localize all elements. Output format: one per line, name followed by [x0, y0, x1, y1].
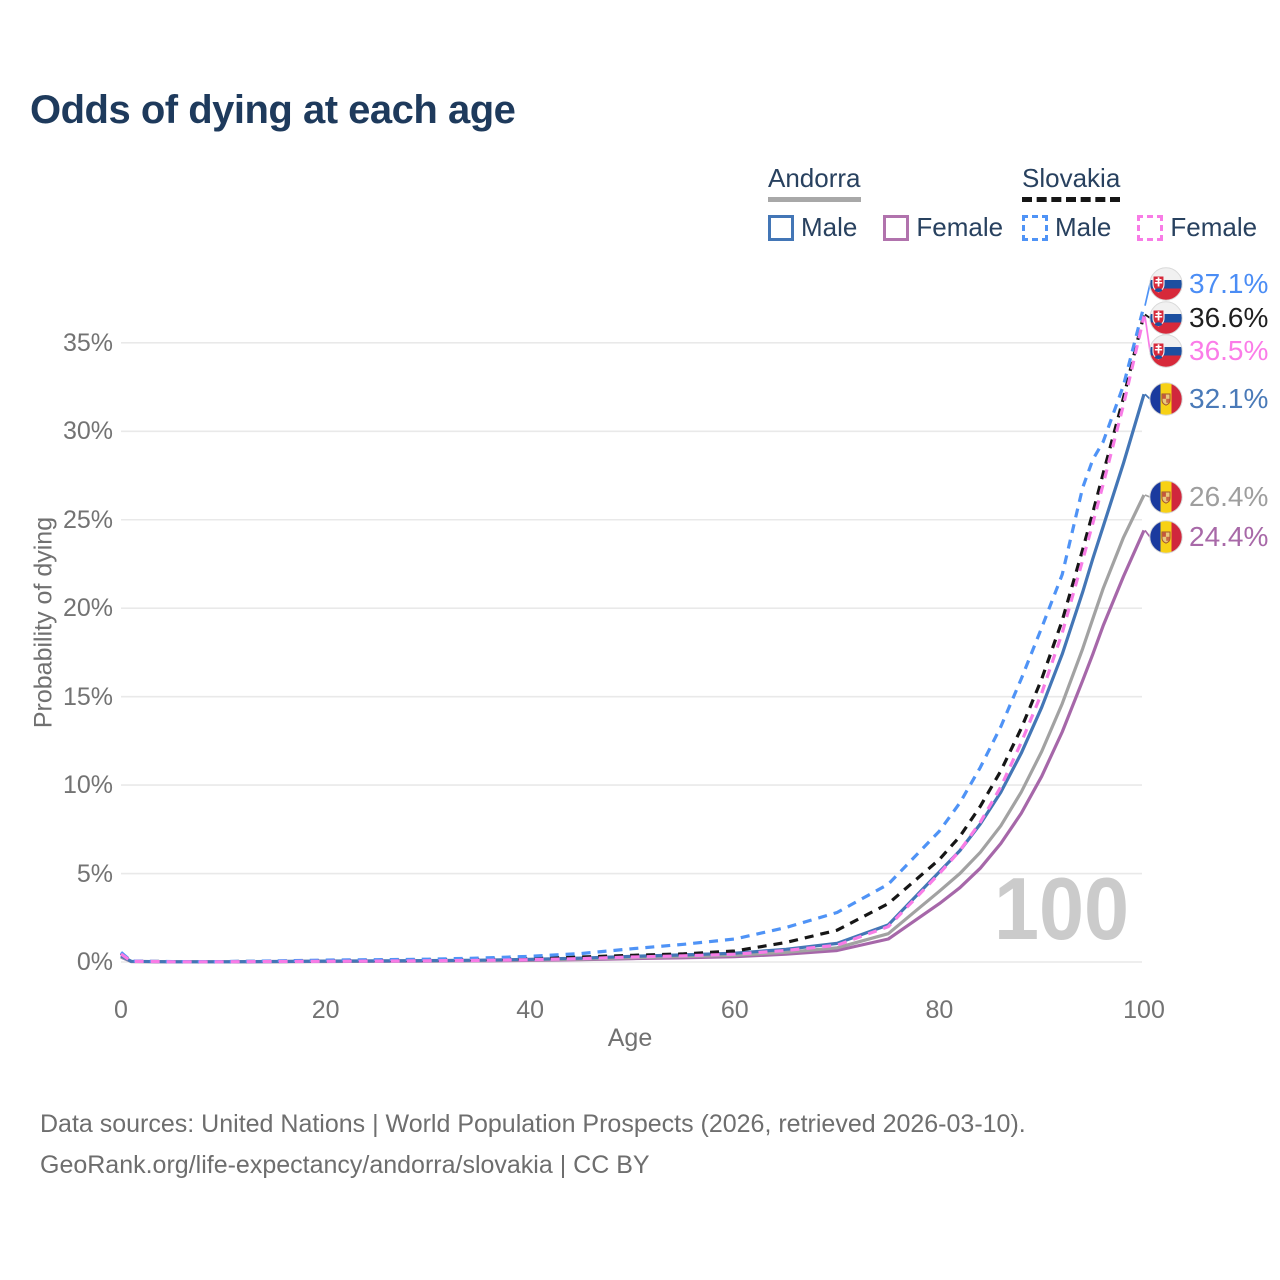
andorra-flag-icon [1149, 480, 1183, 514]
legend-group-slovakia: Slovakia Male Female [1022, 163, 1257, 243]
legend-item-label: Female [916, 212, 1004, 242]
series-line-slovakia-both [120, 314, 1146, 964]
legend-country-andorra: Andorra [768, 163, 861, 202]
legend-item-slovakia-female[interactable]: Female [1137, 212, 1257, 243]
footer-sources: Data sources: United Nations | World Pop… [40, 1110, 1026, 1138]
legend-item-label: Male [801, 212, 858, 242]
slovakia-male-swatch-icon [1022, 214, 1048, 241]
x-tick-label: 100 [1123, 996, 1165, 1024]
andorra-flag-icon [1149, 520, 1183, 554]
y-tick-label: 20% [62, 594, 113, 623]
legend-group-andorra: Andorra Male Female [768, 163, 1003, 243]
andorra-female-swatch-icon [883, 214, 910, 241]
x-tick-label: 0 [114, 996, 128, 1024]
y-tick-label: 30% [62, 417, 113, 446]
slovakia-flag-icon [1149, 301, 1183, 335]
y-tick-label: 5% [76, 859, 113, 888]
x-tick-label: 60 [720, 996, 749, 1024]
series-line-slovakia-male [119, 305, 1146, 964]
legend-item-andorra-female[interactable]: Female [883, 212, 1003, 243]
y-tick-label: 25% [62, 505, 113, 534]
series-line-andorra-both [120, 494, 1146, 964]
end-label-value: 37.1% [1189, 268, 1269, 299]
end-label-slovakia-female: 36.5% [1149, 334, 1268, 368]
y-axis-title: Probability of dying [29, 516, 58, 729]
andorra-flag-icon [1149, 382, 1183, 416]
x-axis-title: Age [607, 1024, 653, 1052]
y-tick-label: 15% [62, 682, 113, 711]
end-label-value: 26.4% [1189, 481, 1269, 512]
end-label-andorra-both: 26.4% [1149, 480, 1268, 514]
end-label-andorra-male: 32.1% [1149, 382, 1268, 416]
y-tick-label: 10% [62, 771, 113, 800]
end-label-slovakia-male: 37.1% [1149, 267, 1268, 301]
end-label-value: 24.4% [1189, 521, 1269, 552]
footer-link[interactable]: GeoRank.org/life-expectancy/andorra/slov… [40, 1151, 650, 1179]
slovakia-female-swatch-icon [1137, 214, 1164, 241]
x-tick-label: 80 [925, 996, 954, 1024]
footer: Data sources: United Nations | World Pop… [40, 1104, 1026, 1186]
end-label-andorra-female: 24.4% [1149, 520, 1268, 554]
x-tick-label: 40 [516, 996, 545, 1024]
x-tick-label: 20 [311, 996, 340, 1024]
legend-item-andorra-male[interactable]: Male [768, 212, 857, 243]
end-label-value: 36.5% [1189, 335, 1269, 366]
legend-item-label: Female [1170, 212, 1258, 242]
y-tick-label: 35% [62, 328, 113, 357]
y-tick-label: 0% [76, 948, 113, 976]
series-line-slovakia-female [120, 315, 1146, 964]
page-title: Odds of dying at each age [30, 88, 516, 132]
legend-country-slovakia: Slovakia [1022, 163, 1121, 202]
andorra-male-swatch-icon [768, 214, 794, 241]
legend-item-label: Male [1055, 212, 1112, 242]
end-label-slovakia-both: 36.6% [1149, 301, 1268, 335]
end-label-value: 32.1% [1189, 383, 1269, 414]
slovakia-flag-icon [1149, 267, 1183, 301]
age-watermark: 100 [994, 859, 1130, 958]
series-line-andorra-male [120, 393, 1146, 964]
legend-item-slovakia-male[interactable]: Male [1022, 212, 1111, 243]
slovakia-flag-icon [1149, 334, 1183, 368]
series-line-andorra-female [120, 529, 1146, 964]
end-label-value: 36.6% [1189, 302, 1269, 333]
